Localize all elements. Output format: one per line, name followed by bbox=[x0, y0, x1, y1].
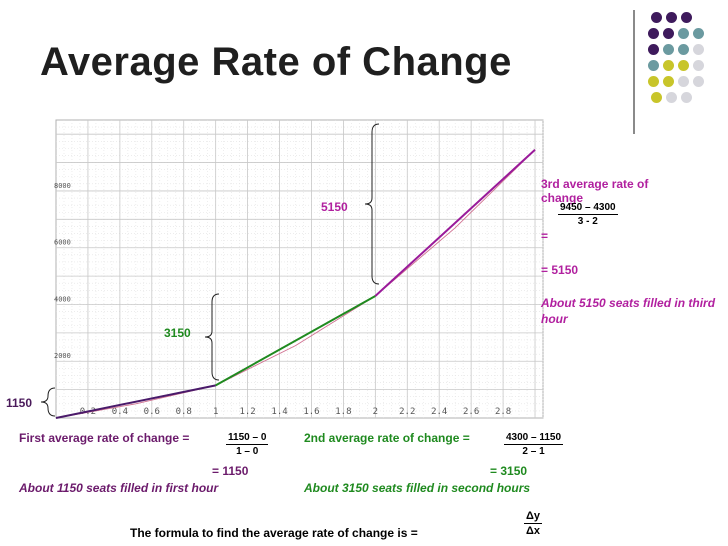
y-tick-label: 6000 bbox=[54, 239, 71, 247]
decor-dot bbox=[681, 12, 692, 23]
decor-dot bbox=[651, 92, 662, 103]
formula-text: The formula to find the average rate of … bbox=[130, 526, 418, 540]
decorative-dots bbox=[648, 12, 728, 112]
brace-1150 bbox=[40, 387, 56, 417]
brace-5150 bbox=[364, 123, 380, 285]
rise-label-5150: 5150 bbox=[321, 200, 348, 214]
decor-dot bbox=[681, 92, 692, 103]
x-tick-label: 1.2 bbox=[239, 407, 255, 417]
decor-dot bbox=[693, 44, 704, 55]
decor-dot bbox=[693, 76, 704, 87]
x-tick-label: 0.8 bbox=[176, 407, 192, 417]
decor-dot bbox=[648, 44, 659, 55]
third-rate-label: 3rd average rate of change bbox=[541, 177, 649, 205]
x-tick-label: 0.6 bbox=[144, 407, 160, 417]
decor-dot bbox=[666, 92, 677, 103]
decor-dot bbox=[651, 12, 662, 23]
x-tick-label: 0.4 bbox=[112, 407, 128, 417]
decor-dot bbox=[666, 12, 677, 23]
divider-line bbox=[633, 10, 635, 134]
first-numerator: 1150 – 0 bbox=[226, 432, 269, 445]
second-numerator: 4300 – 1150 bbox=[504, 432, 564, 445]
formula-fraction: Δy Δx bbox=[524, 510, 543, 537]
decor-dot bbox=[663, 28, 674, 39]
y-tick-label: 8000 bbox=[54, 182, 71, 190]
secant-segment-1 bbox=[55, 384, 216, 419]
y-value-1150: 1150 bbox=[6, 396, 33, 410]
decor-dot bbox=[678, 28, 689, 39]
first-note: About 1150 seats filled in first hour bbox=[19, 481, 219, 495]
page-title: Average Rate of Change bbox=[40, 40, 512, 84]
formula-denominator: Δx bbox=[526, 525, 541, 537]
decor-dot bbox=[648, 76, 659, 87]
second-denominator: 2 – 1 bbox=[522, 446, 545, 457]
first-rate-fraction: 1150 – 0 1 – 0 bbox=[226, 432, 269, 457]
third-equals: = bbox=[541, 229, 549, 243]
decor-dot bbox=[648, 28, 659, 39]
decor-dot bbox=[663, 44, 674, 55]
function-curve bbox=[55, 149, 536, 419]
x-tick-label: 2 bbox=[373, 407, 378, 417]
x-tick-label: 2.8 bbox=[495, 407, 511, 417]
y-tick-label: 4000 bbox=[54, 295, 71, 303]
second-rate-fraction: 4300 – 1150 2 – 1 bbox=[504, 432, 564, 457]
brace-3150 bbox=[204, 293, 220, 381]
formula-numerator: Δy bbox=[524, 510, 543, 524]
second-result: = 3150 bbox=[490, 464, 528, 478]
third-result: = 5150 bbox=[541, 263, 579, 277]
decor-dot bbox=[678, 76, 689, 87]
secant-segment-3 bbox=[374, 149, 536, 297]
x-tick-label: 2.2 bbox=[399, 407, 415, 417]
decor-dot bbox=[693, 28, 704, 39]
x-tick-label: 1.6 bbox=[303, 407, 319, 417]
first-denominator: 1 – 0 bbox=[236, 446, 259, 457]
x-tick-label: 1.4 bbox=[271, 407, 287, 417]
third-rate-fraction: 9450 – 4300 3 - 2 bbox=[558, 202, 618, 227]
decor-dot bbox=[693, 60, 704, 71]
first-result: = 1150 bbox=[212, 464, 249, 478]
decor-dot bbox=[663, 76, 674, 87]
decor-dot bbox=[648, 60, 659, 71]
first-rate-label: First average rate of change = bbox=[19, 431, 190, 445]
second-note: About 3150 seats filled in second hours bbox=[304, 481, 531, 495]
second-rate-label: 2nd average rate of change = bbox=[304, 431, 470, 445]
rise-label-3150: 3150 bbox=[164, 326, 191, 340]
decor-dot bbox=[678, 44, 689, 55]
y-tick-label: 2000 bbox=[54, 352, 71, 360]
third-numerator: 9450 – 4300 bbox=[558, 202, 618, 215]
x-tick-label: 1 bbox=[213, 407, 218, 417]
decor-dot bbox=[663, 60, 674, 71]
x-tick-label: 2.6 bbox=[463, 407, 479, 417]
third-denominator: 3 - 2 bbox=[577, 216, 598, 227]
x-tick-label: 2.4 bbox=[431, 407, 447, 417]
secant-segment-2 bbox=[215, 295, 376, 387]
third-note: About 5150 seats filled in third hour bbox=[541, 296, 716, 326]
x-tick-label: 1.8 bbox=[335, 407, 351, 417]
decor-dot bbox=[678, 60, 689, 71]
